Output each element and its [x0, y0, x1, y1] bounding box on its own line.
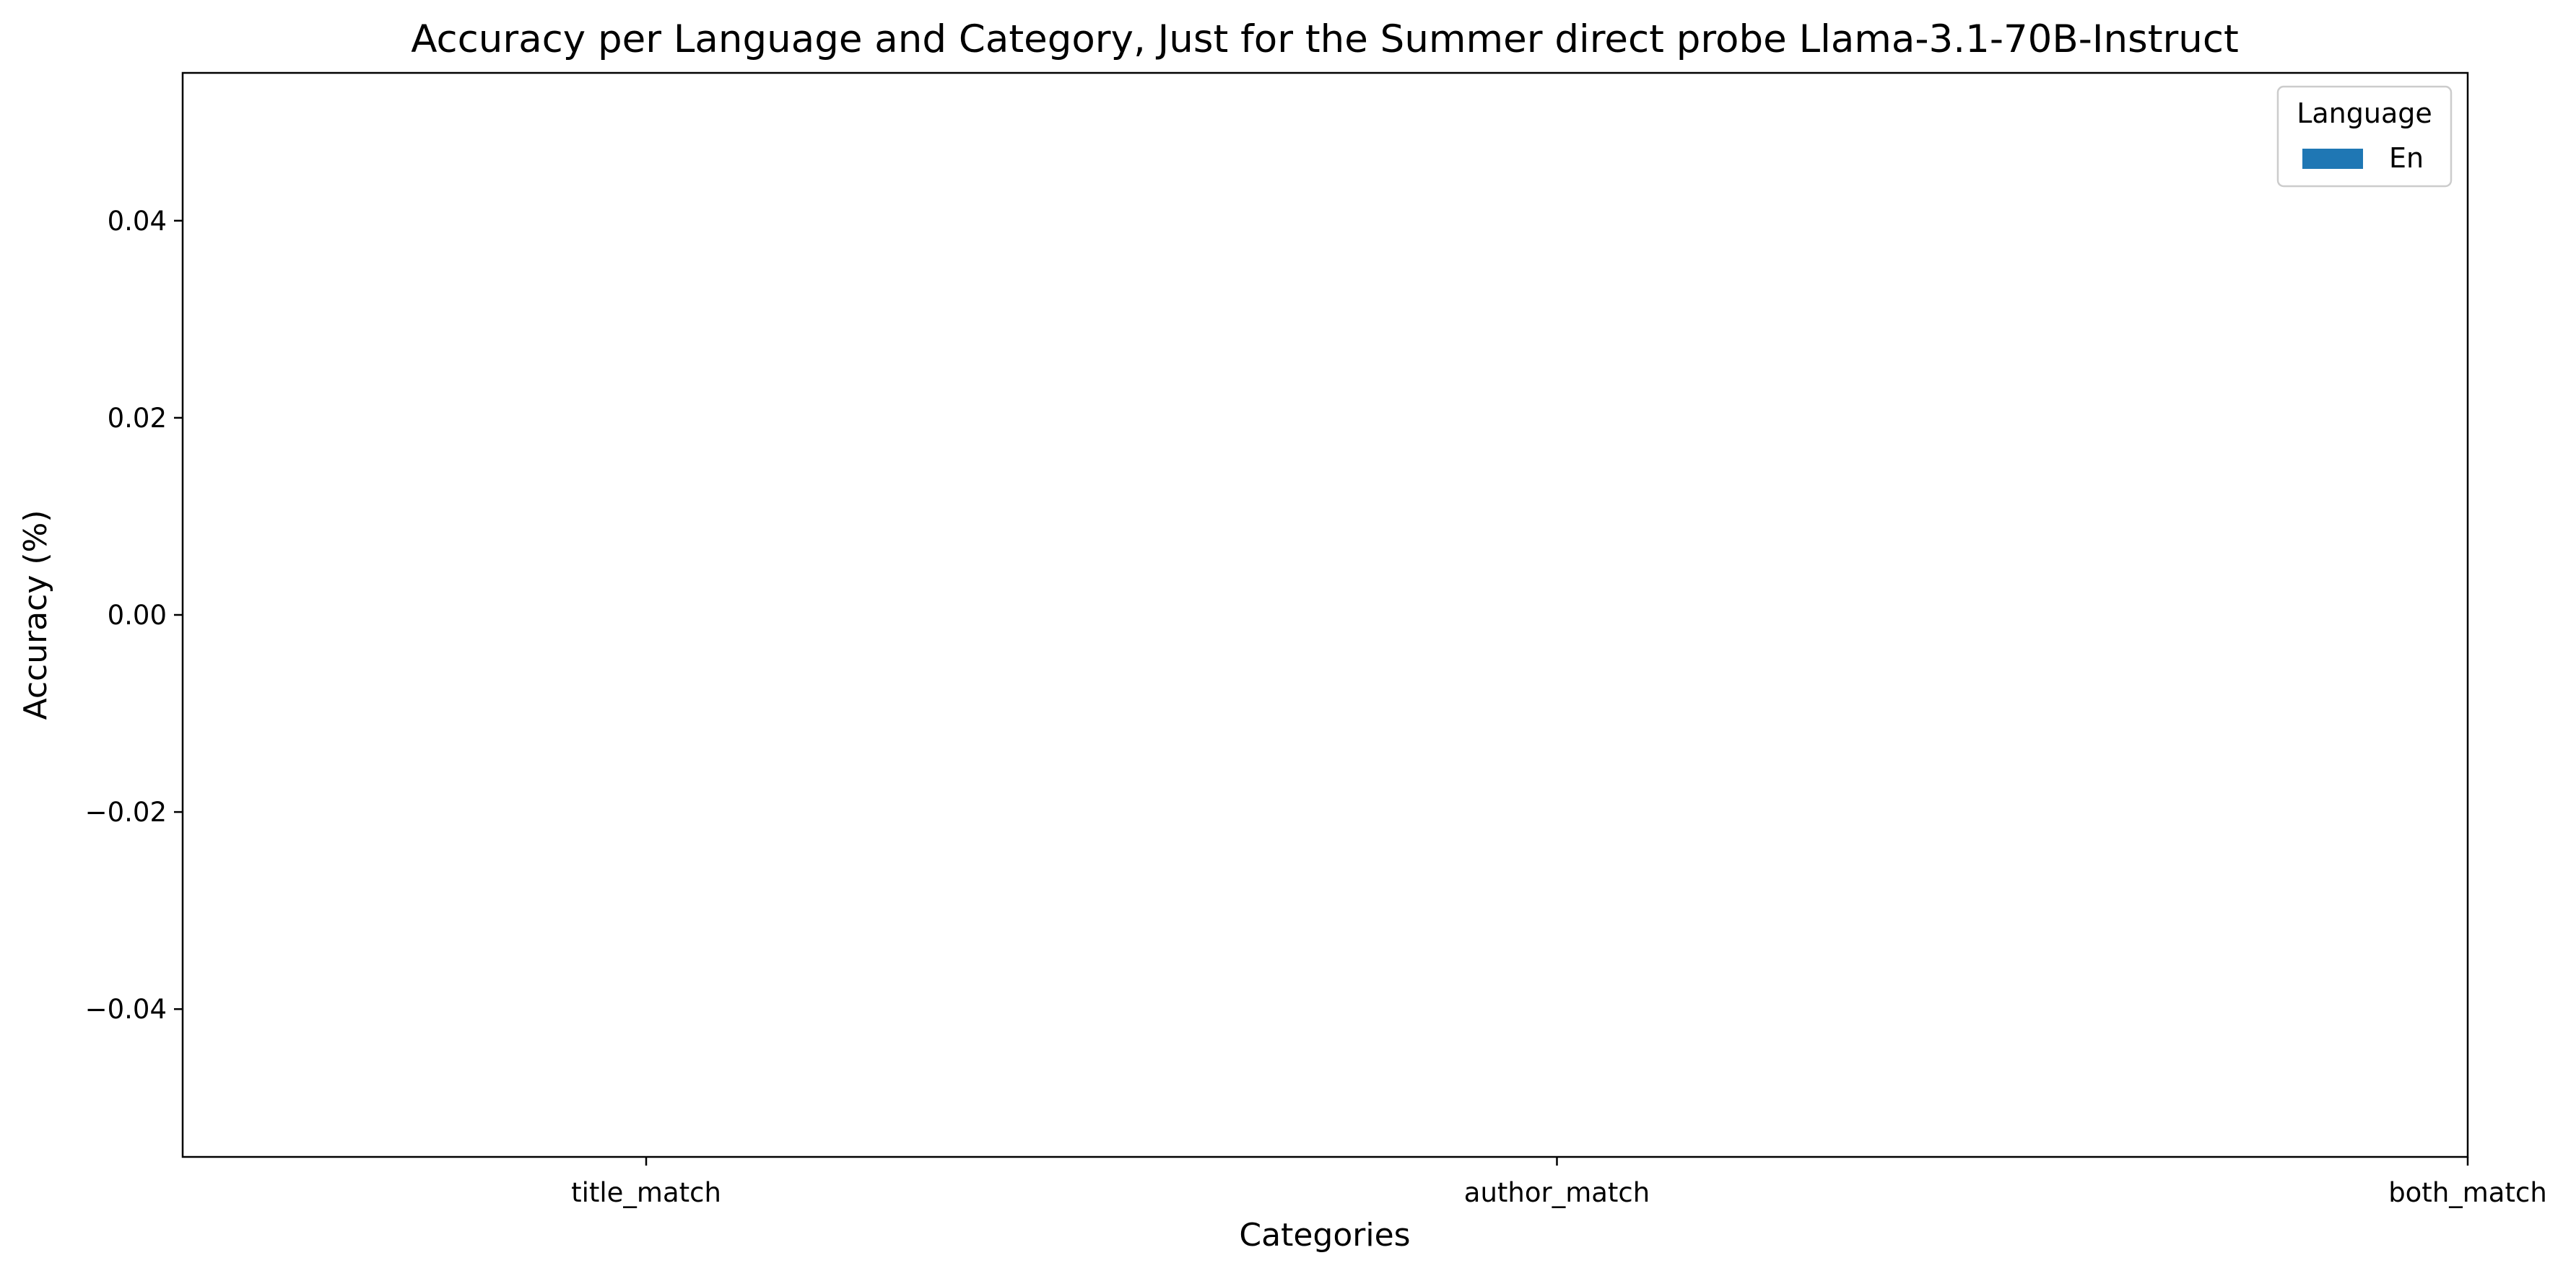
y-tick-label: 0.00	[108, 600, 167, 631]
legend: Language En	[2276, 85, 2453, 188]
y-tick-label: 0.02	[108, 403, 167, 434]
legend-label-en: En	[2389, 142, 2424, 174]
chart-title: Accuracy per Language and Category, Just…	[411, 17, 2239, 61]
y-tick-label: 0.04	[108, 206, 167, 237]
x-tick-label-author-match: author_match	[1464, 1177, 1650, 1208]
x-tick-label-both-match: both_match	[2388, 1177, 2547, 1208]
y-axis: −0.04 −0.02 0.00 0.02 0.04	[85, 206, 183, 1025]
x-axis-label: Categories	[1239, 1217, 1410, 1254]
x-tick-label-title-match: title_match	[571, 1177, 721, 1208]
y-tick-label: −0.02	[85, 797, 167, 828]
y-axis-label: Accuracy (%)	[17, 510, 54, 720]
y-tick-label: −0.04	[85, 994, 167, 1025]
legend-swatch-en	[2302, 149, 2363, 169]
x-axis: title_match author_match both_match	[571, 1157, 2547, 1208]
plot-area-frame	[181, 71, 2469, 1158]
legend-title: Language	[2297, 97, 2432, 129]
